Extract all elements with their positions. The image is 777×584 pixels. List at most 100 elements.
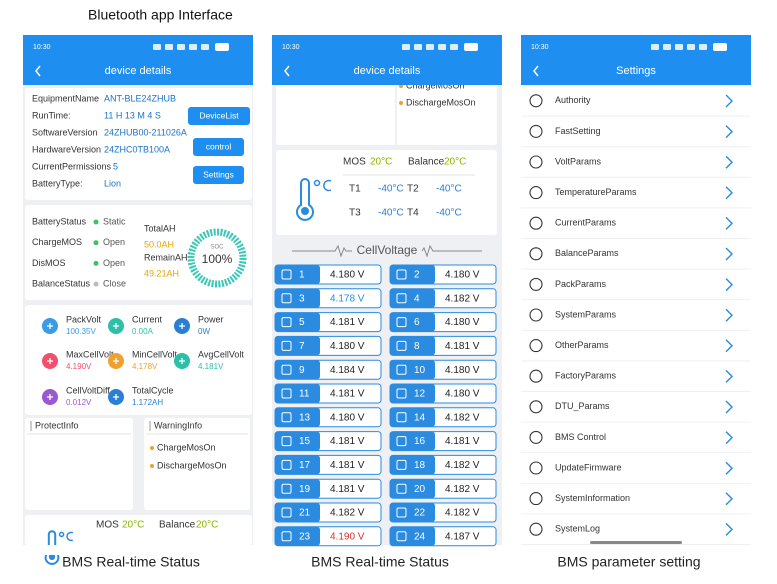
temp-label: Balance [159,520,196,531]
setting-row[interactable] [521,330,751,361]
cell-voltage: 4.182 V [445,293,480,304]
cell-voltage: 4.182 V [330,508,365,519]
setting-row[interactable] [521,208,751,238]
celsius-mark [323,179,332,192]
setting-icon [529,216,543,230]
info-label: EquipmentName [32,93,99,103]
setting-icon [529,369,543,383]
info-value: 5 [113,161,118,171]
metric-label: Power [198,314,224,324]
sensor-value: -40°C [436,184,462,195]
setting-label: SystemInformation [555,493,630,503]
metric-glyph [179,323,185,329]
metric-label: PackVolt [66,314,102,324]
page-title: Bluetooth app Interface [88,7,233,23]
cell-title: CellVoltage [357,243,418,257]
setting-row[interactable] [521,361,751,391]
cell-voltage: 4.181 V [330,484,365,495]
status-icon [651,44,659,50]
header-title: Settings [616,65,656,77]
setting-icon [529,94,543,108]
back-button[interactable] [284,65,290,77]
info-value: 24ZHUB00-211026A [104,127,187,137]
protect-card [25,418,133,510]
cell-voltage: 4.184 V [330,365,365,376]
sensor-value: -40°C [378,208,404,219]
cell-number: 19 [299,484,311,495]
setting-row[interactable] [521,86,751,116]
cell-number: 20 [414,484,426,495]
degree-mark [58,531,65,538]
temp-card [25,515,252,545]
back-button[interactable] [35,65,41,77]
chevron [725,247,733,261]
setting-row[interactable] [521,483,751,514]
setting-row[interactable] [521,392,751,422]
warning-card [144,418,250,510]
metric-value: 4.178V [132,362,158,371]
setting-row[interactable] [521,177,751,208]
caption: BMS parameter setting [557,554,700,570]
setting-icon [529,247,543,261]
setting-icon [529,461,543,475]
warning-item: DischargeMosOn [157,460,227,470]
temp-label: Balance [408,157,445,168]
temp-label: MOS [343,157,366,168]
temp-value: 20°C [444,157,466,168]
info-label: HardwareVersion [32,144,101,154]
cell-number: 9 [299,365,305,376]
cell-voltage: 4.180 V [330,412,365,423]
setting-row[interactable] [521,269,751,300]
status-label: BalanceStatus [32,278,91,288]
cell-icon [396,412,407,423]
back-button[interactable] [533,65,539,77]
chevron [725,492,733,506]
soc-ring [187,228,247,288]
cell-icon [396,388,407,399]
setting-label: OtherParams [555,340,609,350]
thermometer-icon [296,178,314,221]
metric-label: CellVoltDiff [66,385,110,395]
action-button[interactable] [193,166,244,184]
setting-label: SystemParams [555,309,617,319]
cell-number: 21 [299,508,311,519]
status-icon [450,44,458,50]
setting-icon [529,522,543,536]
cell-voltage: 4.181 V [445,341,480,352]
setting-label: Authority [555,95,591,105]
caption: BMS Real-time Status [311,554,449,570]
setting-row[interactable] [521,300,751,330]
cell-number: 2 [414,270,420,281]
setting-row[interactable] [521,453,751,483]
cell-voltage: 4.190 V [330,531,365,542]
setting-row[interactable] [521,239,751,269]
cell-voltage: 4.180 V [330,270,365,281]
cell-number: 7 [299,341,305,352]
header-title: device details [105,65,172,77]
status-dot [93,219,99,225]
setting-row[interactable] [521,147,751,177]
remain-ah-label: RemainAH [144,252,188,262]
setting-row[interactable] [521,422,751,453]
soc-value: 100% [202,252,233,266]
action-button[interactable] [193,138,244,156]
cell-icon [281,293,292,304]
celsius-mark [66,531,74,542]
cell-voltage: 4.182 V [445,508,480,519]
sensor-value: -40°C [378,184,404,195]
warning-dot [150,446,154,450]
metric-glyph [47,323,53,329]
status-dot [93,240,99,246]
metric-value: 1.172AH [132,398,163,407]
setting-row[interactable] [521,116,751,147]
setting-icon [529,308,543,322]
cell-icon [281,388,292,399]
action-button[interactable] [188,107,250,125]
metric-value: 0W [198,327,210,336]
metric-value: 4.190V [66,362,92,371]
header-title: device details [354,65,421,77]
cell-icon [281,412,292,423]
setting-row[interactable] [521,514,751,544]
total-ah-value: 50.0AH [144,239,174,249]
setting-label: TemperatureParams [555,187,637,197]
